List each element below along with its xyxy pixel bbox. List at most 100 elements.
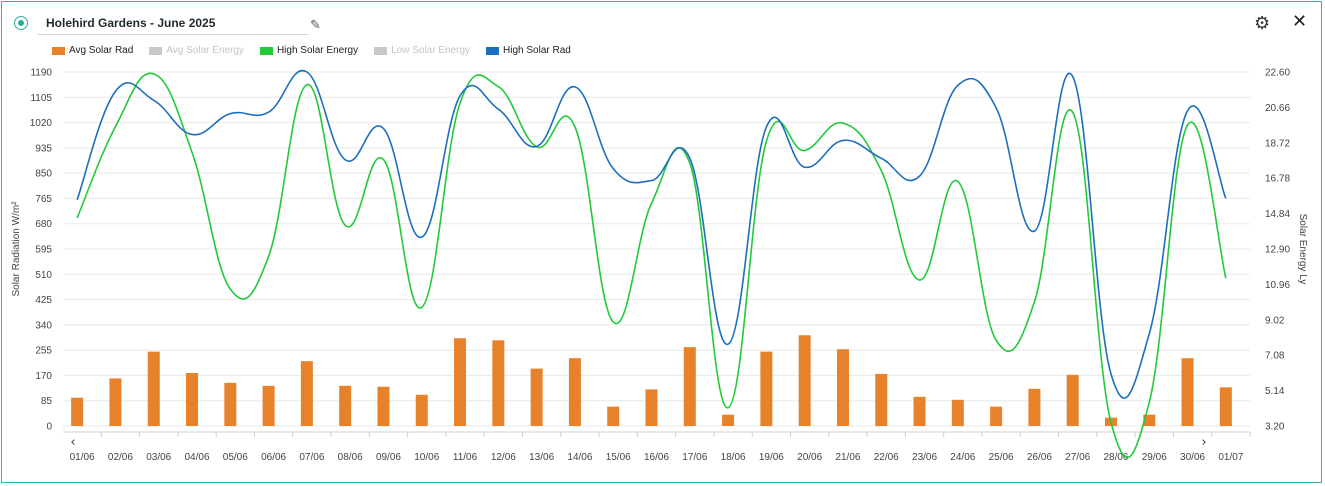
- legend-swatch: [374, 46, 388, 55]
- y-left-tick-label: 85: [41, 396, 53, 407]
- x-tick-label: 10/06: [414, 452, 439, 463]
- x-tick-label: 26/06: [1027, 452, 1052, 463]
- close-icon[interactable]: ✕: [1292, 11, 1308, 31]
- y-right-tick-label: 14.84: [1265, 209, 1290, 220]
- x-tick-label: 08/06: [338, 452, 363, 463]
- bar-avg-solar-rad: [607, 406, 620, 426]
- legend-label: Avg Solar Rad: [69, 45, 134, 56]
- bar-avg-solar-rad: [492, 340, 505, 426]
- bar-avg-solar-rad: [224, 382, 237, 426]
- x-tick-label: 14/06: [567, 452, 592, 463]
- x-tick-label: 07/06: [299, 452, 324, 463]
- y-right-tick-label: 16.78: [1265, 174, 1290, 185]
- bar-avg-solar-rad: [262, 385, 275, 426]
- legend-item-high-solar-energy[interactable]: High Solar Energy: [259, 45, 359, 56]
- y-right-tick-label: 12.90: [1265, 245, 1290, 256]
- bar-avg-solar-rad: [1219, 387, 1232, 426]
- legend-label: High Solar Rad: [503, 45, 571, 56]
- bar-avg-solar-rad: [339, 385, 352, 426]
- y-left-tick-label: 1105: [30, 93, 52, 104]
- bar-avg-solar-rad: [760, 351, 773, 426]
- y-right-axis-title: Solar Energy Ly: [1297, 214, 1308, 285]
- legend-item-high-solar-rad[interactable]: High Solar Rad: [486, 45, 571, 56]
- x-tick-label: 12/06: [491, 452, 516, 463]
- x-tick-label: 19/06: [759, 452, 784, 463]
- y-right-tick-label: 9.02: [1265, 315, 1285, 326]
- y-right-tick-label: 10.96: [1265, 280, 1290, 291]
- x-tick-label: 17/06: [682, 452, 707, 463]
- y-left-tick-label: 850: [35, 169, 52, 180]
- line-high-solar-energy: [76, 72, 1227, 459]
- bar-avg-solar-rad: [530, 368, 543, 426]
- bar-avg-solar-rad: [875, 373, 888, 426]
- y-right-tick-label: 18.72: [1265, 138, 1290, 149]
- chart-legend: Avg Solar Rad Avg Solar Energy High Solar …: [52, 45, 587, 56]
- x-tick-label: 29/06: [1142, 452, 1167, 463]
- x-tick-label: 18/06: [721, 452, 746, 463]
- x-tick-label: 24/06: [950, 452, 975, 463]
- bar-avg-solar-rad: [722, 414, 735, 426]
- y-left-tick-label: 765: [35, 194, 52, 205]
- station-radio-button[interactable]: [14, 16, 28, 30]
- pencil-icon[interactable]: ✎: [310, 17, 321, 32]
- chart-title-field[interactable]: Holehird Gardens - June 2025: [38, 12, 308, 35]
- bar-avg-solar-rad: [1028, 388, 1041, 426]
- bar-avg-solar-rad: [951, 399, 964, 426]
- bar-avg-solar-rad: [186, 373, 199, 426]
- chart-title: Holehird Gardens - June 2025: [46, 16, 216, 30]
- chevron-left-icon[interactable]: ‹: [70, 435, 75, 450]
- x-tick-label: 22/06: [874, 452, 899, 463]
- y-left-tick-label: 680: [35, 219, 52, 230]
- y-left-tick-label: 0: [46, 422, 52, 433]
- x-tick-label: 04/06: [185, 452, 210, 463]
- bar-avg-solar-rad: [836, 349, 849, 426]
- y-left-tick-label: 170: [35, 371, 52, 382]
- y-right-tick-label: 7.08: [1265, 351, 1285, 362]
- legend-swatch: [259, 46, 273, 55]
- legend-label: Low Solar Energy: [391, 45, 471, 56]
- line-high-solar-rad: [76, 69, 1227, 399]
- bar-avg-solar-rad: [71, 397, 84, 426]
- x-tick-label: 03/06: [146, 452, 171, 463]
- x-tick-label: 30/06: [1180, 452, 1205, 463]
- bar-avg-solar-rad: [683, 347, 696, 426]
- x-tick-label: 09/06: [376, 452, 401, 463]
- x-tick-label: 02/06: [108, 452, 133, 463]
- legend-item-low-solar-energy[interactable]: Low Solar Energy: [374, 45, 470, 56]
- bar-avg-solar-rad: [1066, 374, 1079, 426]
- y-left-tick-label: 255: [35, 346, 52, 357]
- x-tick-label: 15/06: [606, 452, 631, 463]
- y-right-tick-label: 3.20: [1265, 422, 1285, 433]
- legend-swatch: [52, 46, 65, 55]
- y-right-tick-label: 20.66: [1265, 103, 1290, 114]
- bar-avg-solar-rad: [645, 389, 658, 426]
- bar-avg-solar-rad: [300, 361, 313, 426]
- bar-avg-solar-rad: [913, 396, 926, 426]
- x-tick-label: 25/06: [989, 452, 1014, 463]
- legend-swatch: [149, 46, 163, 55]
- legend-item-avg-solar-rad[interactable]: Avg Solar Rad: [52, 45, 133, 56]
- x-tick-label: 13/06: [529, 452, 554, 463]
- bar-avg-solar-rad: [798, 335, 811, 426]
- bar-avg-solar-rad: [454, 338, 467, 426]
- x-tick-label: 01/06: [70, 452, 95, 463]
- x-tick-label: 01/07: [1218, 452, 1243, 463]
- y-left-axis-title: Solar Radiation W/m²: [11, 201, 22, 297]
- legend-label: High Solar Energy: [276, 45, 359, 56]
- x-tick-label: 21/06: [835, 452, 860, 463]
- y-left-tick-label: 510: [35, 270, 52, 281]
- x-tick-label: 05/06: [223, 452, 248, 463]
- y-right-tick-label: 5.14: [1265, 386, 1285, 397]
- legend-item-avg-solar-energy[interactable]: Avg Solar Energy: [149, 45, 244, 56]
- y-left-tick-label: 1020: [30, 118, 53, 129]
- gear-icon[interactable]: ⚙: [1254, 13, 1271, 33]
- y-left-tick-label: 425: [35, 295, 52, 306]
- bar-avg-solar-rad: [377, 386, 390, 426]
- y-left-tick-label: 1190: [30, 68, 52, 79]
- chevron-right-icon[interactable]: ›: [1201, 435, 1206, 450]
- x-tick-label: 11/06: [453, 452, 478, 463]
- legend-label: Avg Solar Energy: [166, 45, 244, 56]
- bar-avg-solar-rad: [568, 358, 581, 426]
